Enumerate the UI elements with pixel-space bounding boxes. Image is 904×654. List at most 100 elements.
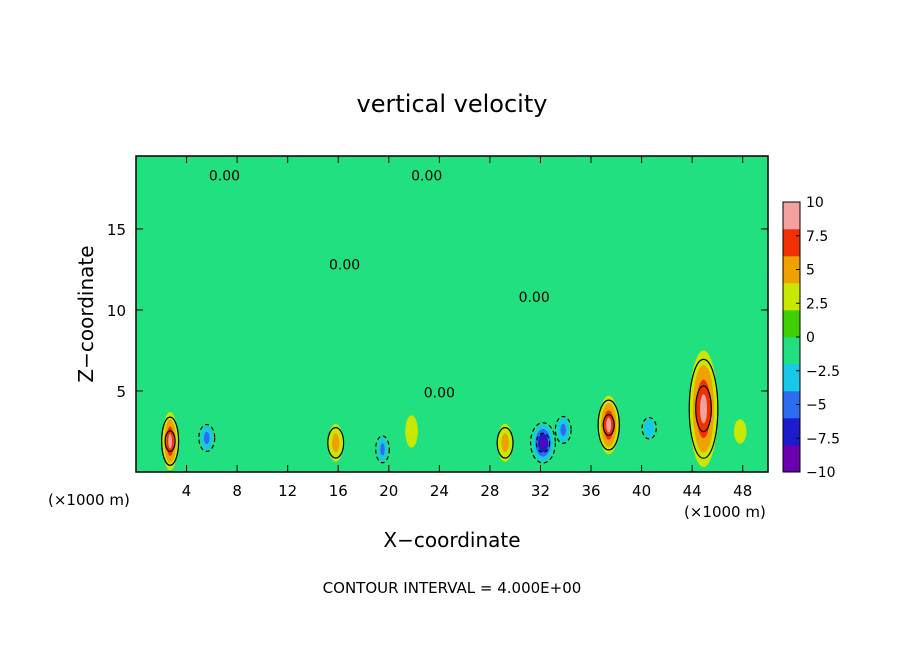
contour-line bbox=[530, 422, 557, 464]
velocity-band bbox=[243, 374, 282, 408]
velocity-band bbox=[606, 417, 612, 433]
x-tick-label: 20 bbox=[379, 482, 398, 500]
contour-label: 0.00 bbox=[209, 168, 240, 184]
colorbar-swatch bbox=[783, 256, 800, 284]
x-axis-label: X−coordinate bbox=[383, 528, 520, 552]
contour-line bbox=[161, 416, 180, 466]
contour-line bbox=[695, 385, 712, 433]
velocity-cell bbox=[554, 411, 572, 449]
velocity-band bbox=[405, 415, 418, 448]
contour-line bbox=[164, 430, 176, 453]
velocity-band bbox=[168, 433, 173, 449]
contour-line bbox=[375, 435, 390, 464]
x-tick-label: 28 bbox=[480, 482, 499, 500]
colorbar: 10 7.5 5 2.5 0 −2.5 −5 −7.5 −10 bbox=[782, 195, 840, 481]
colorbar-labels: 10 7.5 5 2.5 0 −2.5 −5 −7.5 −10 bbox=[796, 195, 840, 481]
contour-labels: 0.00 0.00 0.00 0.00 0.00 bbox=[209, 168, 550, 401]
colorbar-swatch bbox=[783, 202, 800, 230]
plot-frame bbox=[135, 155, 769, 473]
colorbar-swatch bbox=[783, 229, 800, 257]
velocity-cell bbox=[497, 423, 513, 462]
contour-interval-note: CONTOUR INTERVAL = 4.000E+00 bbox=[323, 579, 582, 597]
contour-label: 0.00 bbox=[519, 290, 550, 306]
plot-background bbox=[136, 156, 768, 472]
contour-label: 0.00 bbox=[424, 385, 455, 401]
contour-line bbox=[597, 399, 620, 451]
velocity-cell bbox=[689, 350, 718, 468]
x-tick-label: 48 bbox=[733, 482, 752, 500]
velocity-band bbox=[560, 423, 567, 436]
velocity-band bbox=[203, 431, 210, 445]
velocity-band bbox=[559, 358, 598, 391]
x-axis-unit-right: (×1000 m) bbox=[684, 503, 766, 521]
colorbar-tick-label: 5 bbox=[806, 263, 815, 279]
colorbar-tick-label: 10 bbox=[806, 195, 824, 211]
velocity-band bbox=[380, 443, 385, 456]
contour-line bbox=[602, 414, 615, 436]
contour-label: 0.00 bbox=[329, 257, 360, 273]
chart-title: vertical velocity bbox=[357, 90, 548, 118]
velocity-cell bbox=[733, 419, 747, 444]
plot-area: 0.00 0.000.000.000.00 4 8 12 16 20 24 28 32 36 40 4… bbox=[107, 155, 769, 500]
contour-label: 0.00 bbox=[411, 168, 442, 184]
velocity-cell bbox=[405, 415, 418, 448]
y-axis-label: Z−coordinate bbox=[74, 245, 98, 382]
colorbar-tick-label: 7.5 bbox=[806, 229, 828, 245]
velocity-band bbox=[448, 422, 468, 447]
x-axis-unit-left: (×1000 m) bbox=[48, 491, 130, 509]
x-tick-label: 32 bbox=[531, 482, 550, 500]
velocity-band bbox=[501, 433, 509, 453]
contour-line bbox=[688, 358, 719, 459]
colorbar-tick-label: −2.5 bbox=[806, 364, 840, 380]
y-tick-label: 10 bbox=[107, 302, 126, 320]
velocity-cell bbox=[328, 423, 344, 462]
velocity-band bbox=[540, 438, 546, 448]
colorbar-swatch bbox=[783, 391, 800, 419]
velocity-field bbox=[162, 350, 747, 471]
x-tick-label: 36 bbox=[581, 482, 600, 500]
colorbar-swatch bbox=[783, 445, 800, 473]
colorbar-swatches bbox=[783, 202, 800, 473]
contour-line bbox=[327, 427, 345, 459]
velocity-cell bbox=[198, 419, 216, 457]
x-tick-label: 12 bbox=[278, 482, 297, 500]
contour-line bbox=[496, 427, 514, 459]
colorbar-tick-label: −10 bbox=[806, 465, 836, 481]
y-tick-label: 15 bbox=[107, 221, 126, 239]
velocity-cell bbox=[639, 409, 660, 448]
contour-line bbox=[535, 432, 551, 454]
velocity-band bbox=[644, 418, 655, 438]
colorbar-swatch bbox=[783, 283, 800, 311]
y-axis-ticks: 5 10 15 bbox=[107, 221, 768, 401]
x-axis-ticks: 4 8 12 16 20 24 28 32 36 40 44 48 bbox=[182, 156, 752, 500]
x-tick-label: 24 bbox=[430, 482, 449, 500]
contour-line bbox=[641, 416, 657, 440]
x-tick-label: 8 bbox=[232, 482, 242, 500]
colorbar-swatch bbox=[783, 418, 800, 446]
colorbar-tick-label: −5 bbox=[806, 398, 827, 414]
y-tick-label: 5 bbox=[116, 383, 126, 401]
velocity-band bbox=[700, 394, 708, 424]
contour-line bbox=[554, 415, 572, 444]
x-tick-label: 16 bbox=[329, 482, 348, 500]
colorbar-tick-label: 0 bbox=[806, 330, 815, 346]
velocity-cell bbox=[375, 431, 390, 468]
colorbar-tick-label: −7.5 bbox=[806, 431, 840, 447]
x-tick-label: 44 bbox=[683, 482, 702, 500]
colorbar-swatch bbox=[783, 310, 800, 338]
velocity-cell bbox=[448, 422, 468, 447]
contour-lines bbox=[161, 358, 719, 466]
velocity-cell bbox=[530, 419, 556, 466]
velocity-cell bbox=[162, 412, 178, 471]
x-tick-label: 40 bbox=[632, 482, 651, 500]
x-tick-label: 4 bbox=[182, 482, 192, 500]
velocity-cell bbox=[559, 358, 598, 391]
contour-line bbox=[198, 423, 216, 452]
colorbar-tick-label: 2.5 bbox=[806, 296, 828, 312]
velocity-cell bbox=[598, 395, 619, 455]
colorbar-swatch bbox=[783, 364, 800, 392]
colorbar-swatch bbox=[783, 337, 800, 365]
velocity-band bbox=[331, 433, 340, 453]
velocity-band bbox=[733, 419, 747, 444]
